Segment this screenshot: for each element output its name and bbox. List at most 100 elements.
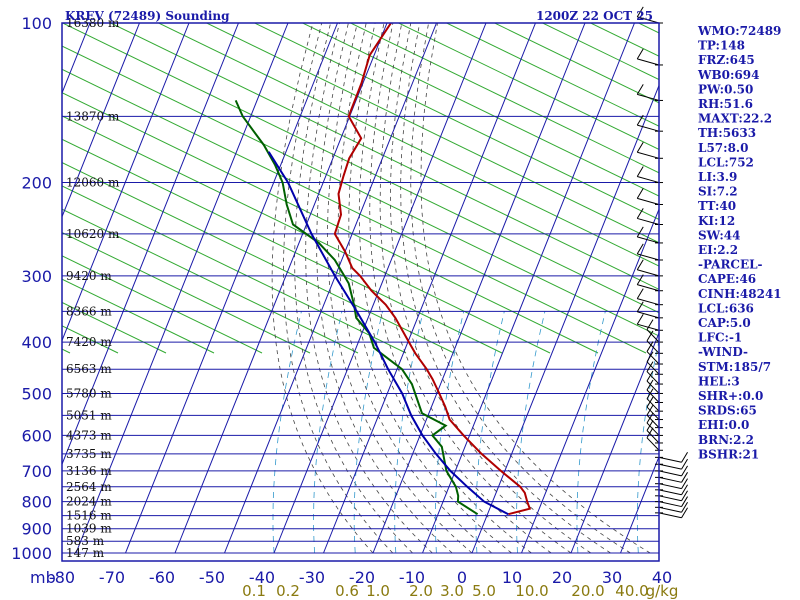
series-parcel — [267, 151, 509, 516]
isotherm — [62, 23, 239, 466]
height-label: 147 m — [66, 546, 105, 560]
wind-barb-flag — [636, 288, 644, 299]
y-tick-label: 100 — [21, 14, 52, 33]
height-label: 9420 m — [66, 269, 112, 283]
y-tick-label: 200 — [21, 174, 52, 193]
wind-barb — [658, 456, 682, 463]
x-tick-label: -30 — [299, 568, 325, 587]
wind-barb-flag — [646, 319, 654, 330]
height-label: 3735 m — [66, 447, 112, 461]
height-label: 5780 m — [66, 386, 112, 400]
isotherm — [75, 23, 289, 554]
mixing-ratio-label: 3.0 — [440, 582, 464, 600]
index-entry: L57:8.0 — [698, 141, 748, 155]
wind-barb — [637, 284, 660, 292]
wind-barb-flag — [636, 114, 644, 126]
index-entry: SHR+:0.0 — [698, 389, 763, 403]
height-label: 12060 m — [66, 176, 120, 190]
index-entry: EHI:0.0 — [698, 418, 749, 432]
dry-adiabat — [62, 278, 215, 354]
x-tick-label: -80 — [49, 568, 75, 587]
wind-barb — [637, 217, 660, 225]
x-unit-label: mb — [30, 568, 56, 587]
wind-barb-flag — [636, 259, 644, 271]
wind-barb — [658, 512, 682, 519]
index-entry: -WIND- — [698, 345, 748, 359]
wind-barb-flag — [646, 330, 654, 342]
mixing-ratio-line — [516, 311, 546, 554]
mixing-ratio-label: g/kg — [646, 582, 679, 600]
x-tick-label: -40 — [249, 568, 275, 587]
isotherm — [471, 84, 659, 554]
wind-barb-flag — [681, 478, 688, 489]
wind-barb — [658, 463, 682, 470]
isotherm — [62, 23, 190, 342]
y-tick-label: 700 — [21, 462, 52, 481]
wind-barb-flag — [636, 243, 644, 255]
y-tick-label: 500 — [21, 384, 52, 403]
index-entry: SW:44 — [698, 228, 740, 242]
index-entry: PW:0.50 — [698, 82, 753, 96]
dry-adiabat — [62, 185, 407, 354]
wind-barb-flag — [636, 84, 644, 95]
index-entry: -PARCEL- — [698, 258, 763, 272]
wind-barb-flag — [681, 507, 688, 519]
moist-adiabat — [337, 23, 493, 554]
wind-barb — [646, 351, 660, 365]
wind-barb-flag — [636, 226, 644, 238]
moist-adiabat — [316, 23, 453, 554]
sounding-indices: WMO:72489TP:148FRZ:645WB0:694PW:0.50RH:5… — [697, 24, 782, 461]
mixing-ratio-label: 10.0 — [515, 582, 548, 600]
isotherm — [323, 23, 536, 554]
y-tick-label: 300 — [21, 267, 52, 286]
wind-barb — [637, 175, 660, 184]
index-entry: CAPE:46 — [698, 272, 756, 286]
wind-barb-flag — [646, 412, 654, 424]
x-tick-label: 30 — [602, 568, 622, 587]
wind-barb-flag — [646, 341, 654, 352]
wind-barb-flag — [636, 6, 644, 18]
index-entry: WMO:72489 — [697, 24, 781, 38]
mixing-ratio-label: 0.2 — [276, 582, 300, 600]
series-temperature — [333, 23, 532, 516]
index-entry: LCL:636 — [698, 301, 754, 315]
moist-adiabat — [420, 23, 651, 554]
isotherm — [570, 331, 659, 554]
x-tick-label: -50 — [199, 568, 225, 587]
mixing-ratio-line — [394, 311, 424, 554]
wind-barb — [637, 58, 660, 66]
x-tick-label: -20 — [349, 568, 375, 587]
wind-barb-flag — [681, 484, 688, 496]
mixing-ratio-label: 1.0 — [366, 582, 390, 600]
index-entry: TT:40 — [698, 199, 736, 213]
height-label: 13870 m — [66, 109, 120, 123]
index-entry: RH:51.6 — [698, 97, 753, 111]
wind-barb — [658, 489, 682, 496]
wind-barb — [646, 329, 660, 343]
wind-barb-flag — [646, 361, 654, 372]
dry-adiabat — [493, 23, 659, 104]
moist-adiabat — [282, 23, 394, 554]
wind-barb-flag — [681, 496, 688, 507]
wind-barb-flag — [681, 490, 688, 501]
isotherm — [224, 23, 437, 554]
height-label: 3136 m — [66, 464, 112, 478]
dry-adiabat — [541, 23, 659, 81]
height-label: 10620 m — [66, 227, 120, 241]
mixing-ratio-line — [353, 311, 383, 554]
dry-adiabat — [62, 208, 359, 354]
wind-barbs — [636, 6, 688, 519]
x-tick-label: -70 — [99, 568, 125, 587]
wind-barb — [646, 422, 660, 436]
x-tick-label: 10 — [502, 568, 522, 587]
x-tick-label: -10 — [399, 568, 425, 587]
index-entry: TP:148 — [698, 39, 745, 53]
wind-barb — [637, 16, 660, 24]
y-tick-label: 1000 — [11, 544, 52, 563]
chart-title: KREV (72489) Sounding — [65, 9, 230, 23]
wind-barb — [637, 93, 660, 101]
isotherm — [62, 23, 140, 219]
chart-grid — [62, 13, 800, 554]
dry-adiabat — [762, 13, 800, 353]
